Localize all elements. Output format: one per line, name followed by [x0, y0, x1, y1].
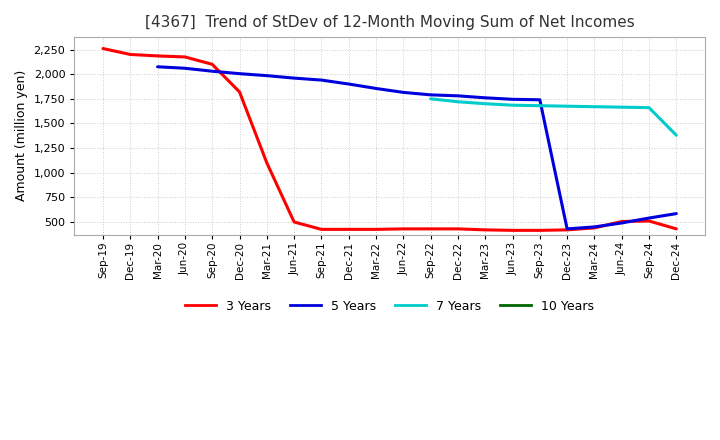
5 Years — [289, 76, 298, 81]
3 Years — [289, 219, 298, 224]
3 Years — [99, 46, 107, 51]
5 Years — [372, 86, 380, 91]
5 Years — [399, 90, 408, 95]
Line: 3 Years: 3 Years — [103, 48, 676, 231]
5 Years — [481, 95, 490, 100]
5 Years — [208, 69, 217, 74]
3 Years — [263, 160, 271, 165]
5 Years — [426, 92, 435, 98]
3 Years — [563, 227, 572, 232]
3 Years — [536, 228, 544, 233]
7 Years — [454, 99, 462, 104]
5 Years — [508, 97, 517, 102]
7 Years — [672, 132, 680, 138]
3 Years — [181, 54, 189, 59]
5 Years — [672, 211, 680, 216]
Line: 5 Years: 5 Years — [158, 67, 676, 229]
3 Years — [644, 218, 653, 224]
Y-axis label: Amount (million yen): Amount (million yen) — [15, 70, 28, 202]
3 Years — [399, 226, 408, 231]
3 Years — [454, 226, 462, 231]
5 Years — [618, 220, 626, 226]
3 Years — [481, 227, 490, 232]
Title: [4367]  Trend of StDev of 12-Month Moving Sum of Net Incomes: [4367] Trend of StDev of 12-Month Moving… — [145, 15, 634, 30]
5 Years — [344, 81, 353, 87]
3 Years — [235, 89, 244, 95]
3 Years — [344, 227, 353, 232]
5 Years — [181, 66, 189, 71]
Legend: 3 Years, 5 Years, 7 Years, 10 Years: 3 Years, 5 Years, 7 Years, 10 Years — [180, 295, 600, 318]
3 Years — [372, 227, 380, 232]
3 Years — [618, 219, 626, 224]
5 Years — [263, 73, 271, 78]
5 Years — [563, 226, 572, 231]
7 Years — [536, 103, 544, 108]
Line: 7 Years: 7 Years — [431, 99, 676, 135]
3 Years — [317, 227, 325, 232]
5 Years — [454, 93, 462, 99]
7 Years — [618, 105, 626, 110]
7 Years — [590, 104, 599, 109]
5 Years — [536, 97, 544, 103]
3 Years — [426, 226, 435, 231]
5 Years — [644, 216, 653, 221]
7 Years — [644, 105, 653, 110]
3 Years — [672, 226, 680, 231]
7 Years — [481, 101, 490, 106]
5 Years — [235, 71, 244, 76]
3 Years — [208, 62, 217, 67]
7 Years — [563, 103, 572, 109]
5 Years — [153, 64, 162, 70]
3 Years — [508, 228, 517, 233]
5 Years — [590, 224, 599, 230]
3 Years — [590, 225, 599, 231]
3 Years — [153, 53, 162, 59]
7 Years — [508, 103, 517, 108]
5 Years — [317, 77, 325, 83]
7 Years — [426, 96, 435, 102]
3 Years — [126, 52, 135, 57]
